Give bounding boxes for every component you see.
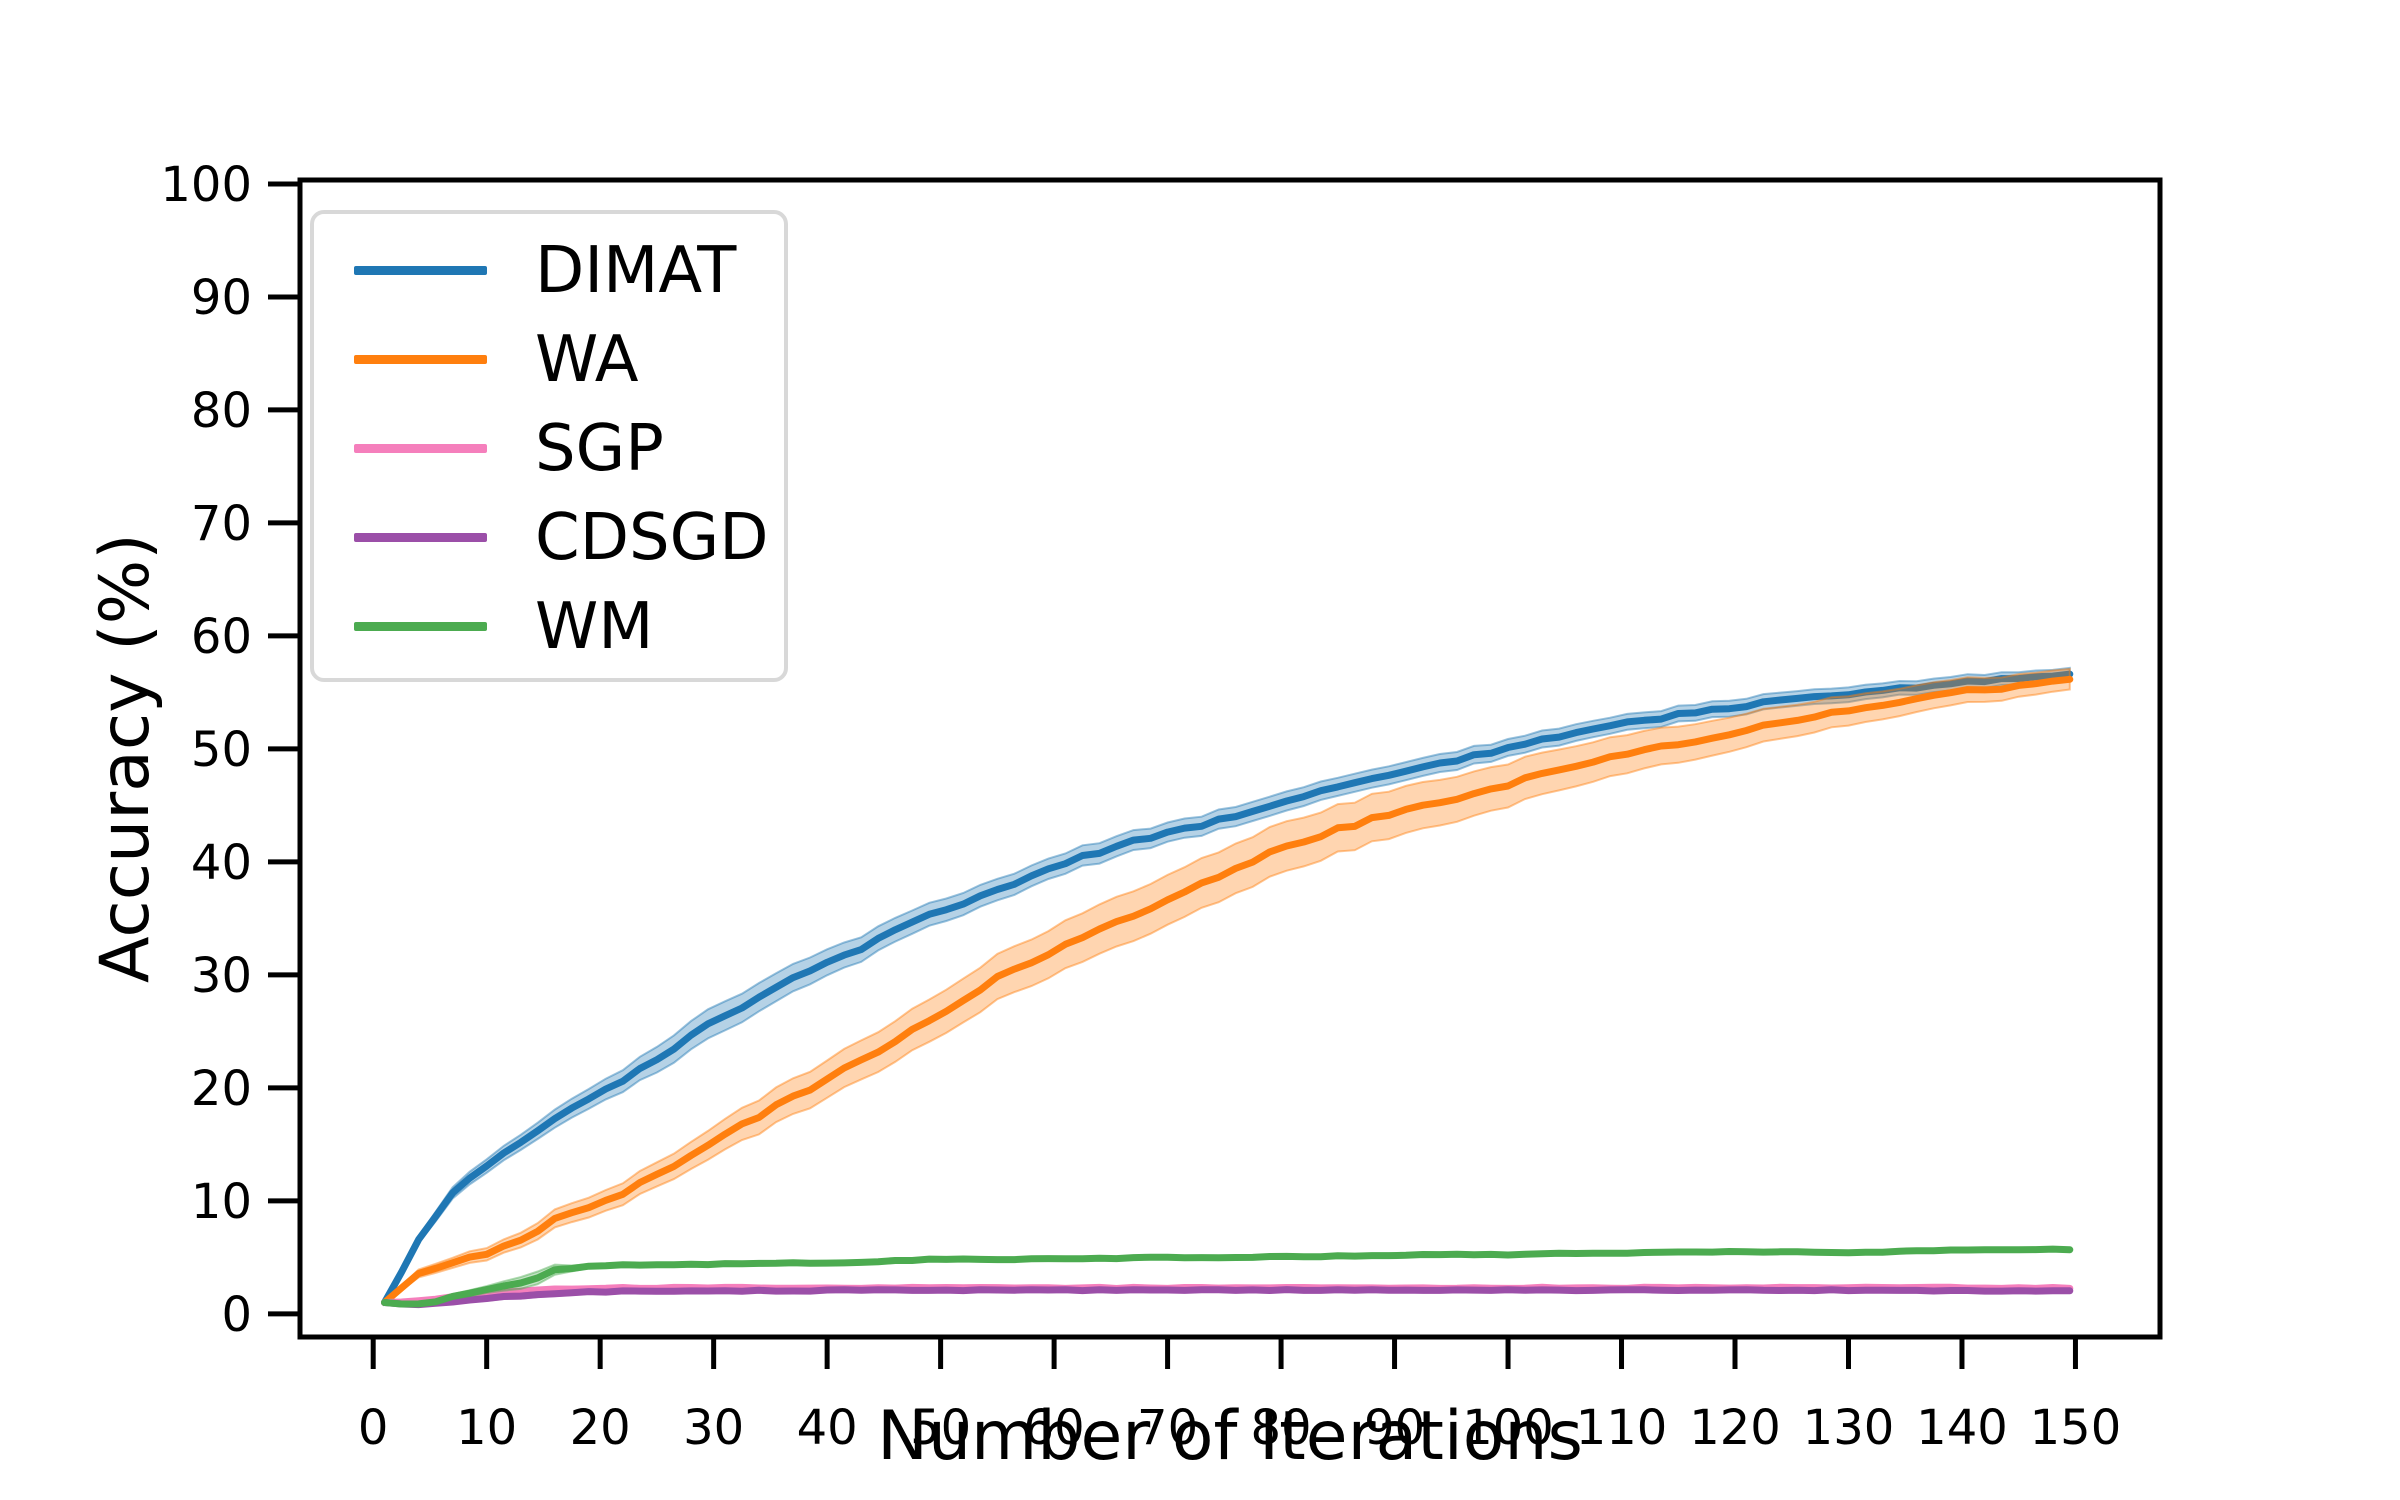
plot-spines: [297, 177, 2163, 1340]
y-tick-label: 100: [160, 157, 252, 213]
y-tick-label: 30: [191, 948, 252, 1004]
legend-label-wm: WM: [535, 589, 654, 664]
series-group: [381, 666, 2074, 1309]
legend-item-dimat: DIMAT: [314, 226, 784, 315]
legend: DIMAT WA SGP CDSGD WM: [310, 210, 788, 682]
legend-item-sgp: SGP: [314, 404, 784, 493]
y-tick-label: 60: [191, 609, 252, 665]
legend-item-cdsgd: CDSGD: [314, 493, 784, 582]
wm-line-swatch: [354, 622, 487, 631]
x-tick-label: 10: [456, 1400, 517, 1456]
x-tick-label: 90: [1364, 1400, 1425, 1456]
x-tick-label: 130: [1803, 1400, 1895, 1456]
x-tick-label: 70: [1137, 1400, 1198, 1456]
y-tick-label: 50: [191, 722, 252, 778]
x-tick-label: 50: [910, 1400, 971, 1456]
y-tick-label: 90: [191, 270, 252, 326]
legend-item-wa: WA: [314, 315, 784, 404]
y-tick-label: 80: [191, 383, 252, 439]
x-tick-label: 120: [1689, 1400, 1781, 1456]
wa-confidence-band: [383, 667, 2071, 1306]
x-tick-label: 20: [570, 1400, 631, 1456]
x-tick-label: 40: [797, 1400, 858, 1456]
y-tick-label: 20: [191, 1061, 252, 1117]
legend-label-cdsgd: CDSGD: [535, 500, 769, 575]
x-tick-label: 60: [1024, 1400, 1085, 1456]
dimat-line-swatch: [354, 266, 487, 275]
x-tick-label: 110: [1576, 1400, 1668, 1456]
x-tick-label: 30: [683, 1400, 744, 1456]
sgp-line-swatch: [354, 444, 487, 453]
y-axis-title: Accuracy (%): [86, 533, 165, 984]
x-tick-label: 150: [2030, 1400, 2122, 1456]
cdsgd-line-swatch: [354, 533, 487, 542]
cdsgd-line: [381, 1286, 2074, 1309]
legend-item-wm: WM: [314, 582, 784, 671]
wa-line-swatch: [354, 355, 487, 364]
x-tick-label: 0: [358, 1400, 389, 1456]
y-tick-label: 10: [191, 1174, 252, 1230]
y-tick-label: 40: [191, 835, 252, 891]
dimat-line: [381, 670, 2074, 1306]
legend-label-sgp: SGP: [535, 411, 664, 486]
x-tick-label: 100: [1462, 1400, 1554, 1456]
x-tick-label: 140: [1916, 1400, 2008, 1456]
y-tick-label: 0: [221, 1287, 252, 1343]
x-axis-title: Number of Iterations: [877, 1397, 1583, 1476]
wa-line: [381, 675, 2074, 1306]
legend-label-wa: WA: [535, 322, 639, 397]
legend-label-dimat: DIMAT: [535, 233, 737, 308]
dimat-confidence-band: [383, 666, 2071, 1307]
wm-line: [381, 1245, 2074, 1308]
y-tick-label: 70: [191, 496, 252, 552]
x-tick-label: 80: [1251, 1400, 1312, 1456]
axis-ticks: 0 10 20 30 40 50 60 70 80 90 100 110 120 130 140 150 0 10…: [160, 157, 2121, 1456]
